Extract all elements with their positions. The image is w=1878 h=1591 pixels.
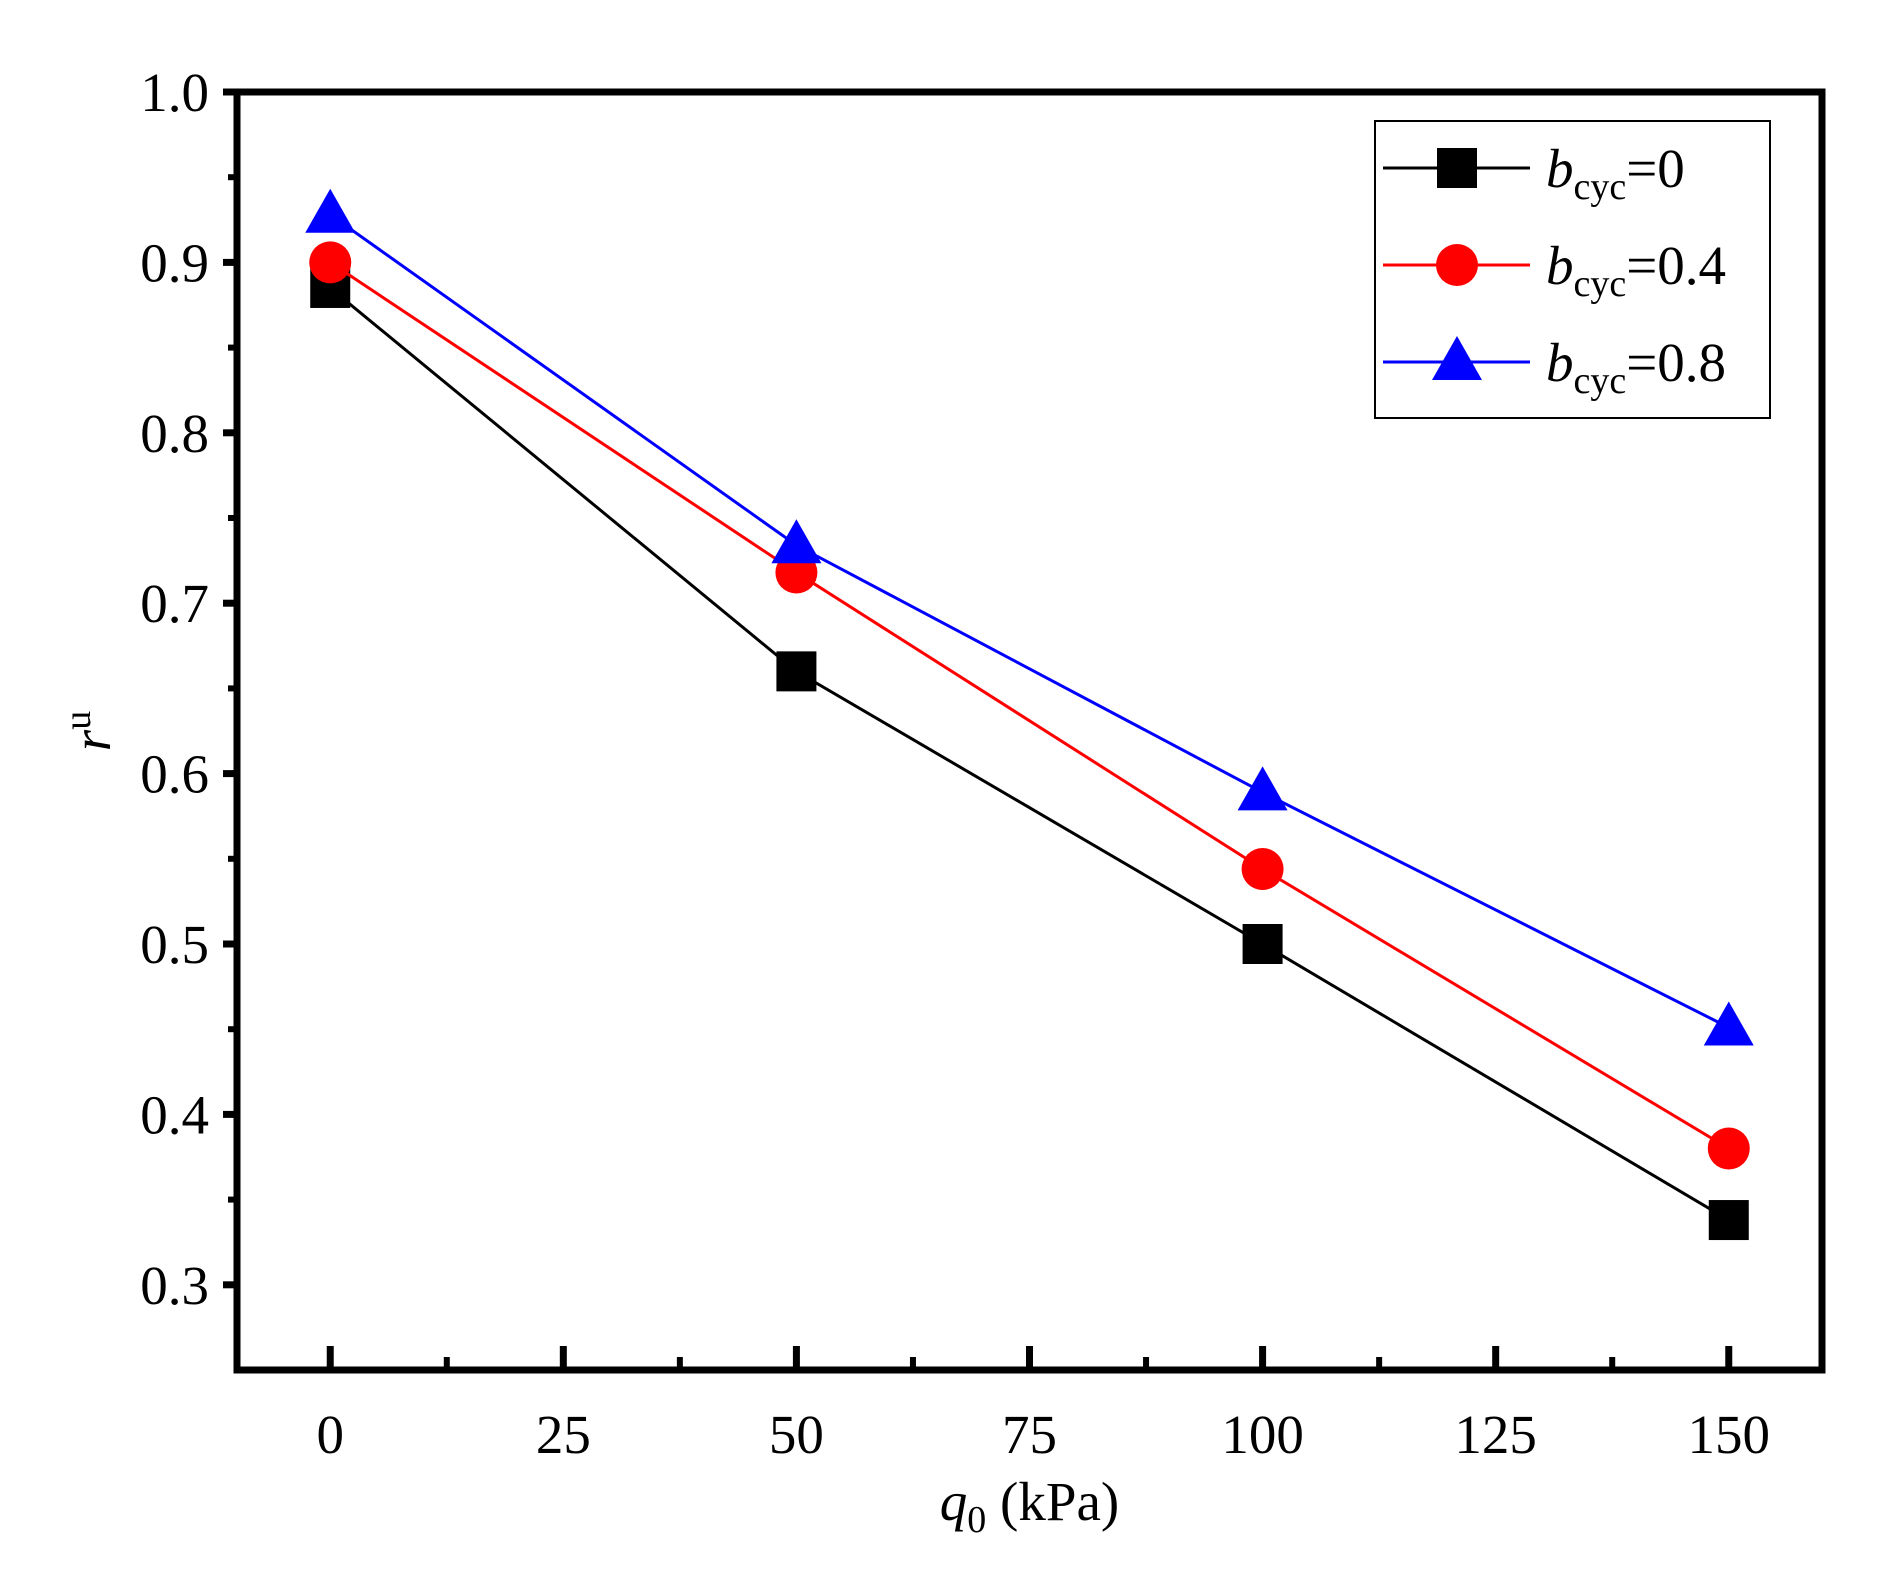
legend-label-value: =0.8 [1626, 332, 1726, 393]
series-triangle [305, 188, 1754, 1046]
series-line [329, 213, 1730, 1029]
x-tick-label: 75 [1002, 1404, 1057, 1465]
x-axis-var: q [940, 1471, 968, 1532]
y-tick-label: 1.0 [140, 62, 209, 123]
legend-label-value: =0.4 [1626, 235, 1726, 296]
legend-label-subscript: cyc [1574, 166, 1627, 208]
data-point [771, 519, 822, 564]
y-tick-label: 0.8 [140, 403, 209, 464]
data-point [776, 651, 817, 692]
data-point [309, 241, 352, 284]
legend-item: bcyc=0.4 [1383, 235, 1726, 305]
legend-label-var: b [1546, 235, 1574, 296]
legend-label: bcyc=0.4 [1546, 235, 1726, 305]
x-axis-title: q0 (kPa) [940, 1471, 1119, 1541]
legend-label-var: b [1546, 332, 1574, 393]
legend-marker [1437, 148, 1477, 188]
y-tick-label: 0.5 [140, 914, 209, 975]
data-point [305, 188, 356, 233]
y-axis-title: ru [57, 711, 122, 751]
x-axis-subscript: 0 [967, 1499, 986, 1541]
y-tick-label: 0.3 [140, 1255, 209, 1316]
legend-label-value: =0 [1626, 138, 1685, 199]
data-point [1707, 1127, 1750, 1170]
data-point [1242, 924, 1283, 964]
x-axis-unit: (kPa) [986, 1471, 1119, 1532]
y-tick-label: 0.4 [140, 1084, 209, 1145]
legend-item: bcyc=0 [1383, 138, 1685, 208]
legend-marker [1436, 244, 1478, 286]
y-axis-superscript: u [57, 711, 99, 730]
legend-label-var: b [1546, 138, 1574, 199]
legend-label-subscript: cyc [1574, 263, 1627, 305]
legend-label: bcyc=0.8 [1546, 332, 1726, 402]
x-tick-label: 25 [536, 1404, 591, 1465]
data-point [1708, 1200, 1749, 1241]
y-tick-label: 0.7 [140, 573, 209, 634]
y-tick-label: 0.6 [140, 744, 209, 805]
legend-item: bcyc=0.8 [1383, 332, 1726, 402]
legend-marker [1432, 336, 1482, 380]
x-tick-label: 0 [316, 1404, 344, 1465]
plot-frame [233, 88, 1826, 1374]
data-point [1703, 1001, 1754, 1046]
legend-label-subscript: cyc [1574, 360, 1627, 402]
series-line [329, 261, 1730, 1150]
x-tick-label: 50 [769, 1404, 824, 1465]
legend-label: bcyc=0 [1546, 138, 1685, 208]
y-tick-label: 0.9 [140, 232, 209, 293]
series-square [310, 267, 1749, 1241]
data-point [1241, 848, 1284, 891]
x-tick-label: 125 [1454, 1404, 1537, 1465]
y-axis-var: r [61, 729, 122, 751]
x-axis-ticks: 0 25 50 75 100 125 150 [316, 1346, 1770, 1465]
y-axis-ticks: 0.3 0.4 0.5 0.6 0.7 0.8 0.9 1.0 [140, 62, 237, 1316]
x-tick-label: 150 [1688, 1404, 1771, 1465]
series-layer [305, 188, 1754, 1241]
series-line [329, 286, 1730, 1222]
data-point [1237, 766, 1288, 811]
x-tick-label: 100 [1221, 1404, 1304, 1465]
